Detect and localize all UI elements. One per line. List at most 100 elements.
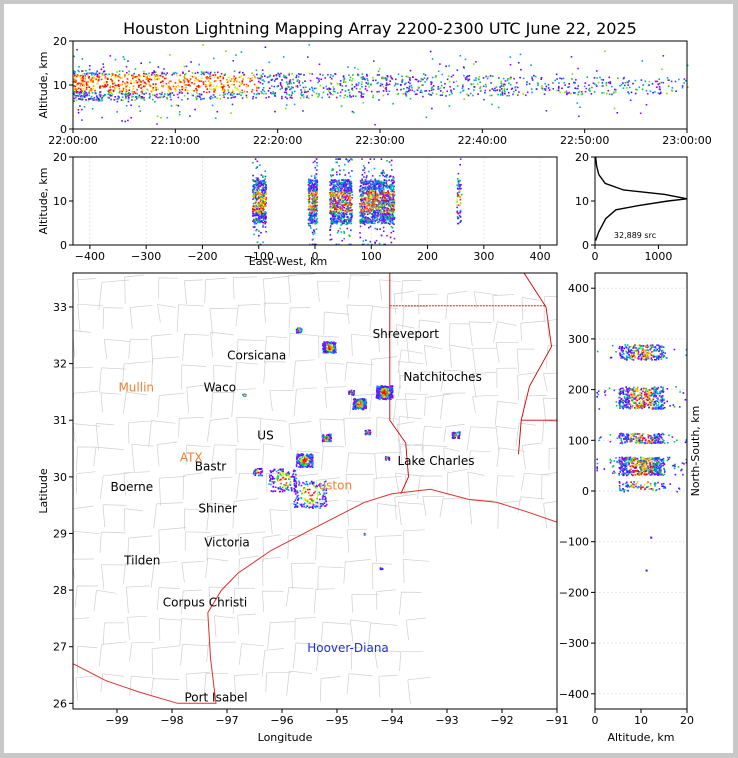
source-point	[392, 230, 395, 233]
source-point	[378, 74, 380, 76]
source-point	[382, 169, 384, 172]
source-point	[388, 392, 391, 395]
source-point	[148, 78, 151, 81]
source-point	[450, 91, 453, 93]
county-line	[372, 562, 392, 590]
source-point	[360, 221, 363, 223]
source-point	[262, 200, 264, 202]
source-point	[384, 197, 386, 199]
source-point	[332, 179, 334, 182]
source-point	[357, 84, 360, 86]
county-line	[214, 615, 236, 638]
source-point	[263, 208, 265, 211]
source-point	[362, 190, 365, 192]
time-altitude-panel: 22:00:00 22:10:00 22:20:00 22:30:00 22:40:00…	[37, 35, 712, 147]
source-point	[95, 72, 98, 74]
source-point	[135, 91, 138, 94]
source-point	[105, 73, 108, 75]
source-point	[311, 218, 314, 220]
source-point	[147, 74, 149, 76]
source-point	[374, 187, 376, 189]
source-point	[264, 220, 266, 223]
source-point	[654, 80, 657, 83]
parish-line	[543, 296, 557, 323]
source-point	[94, 92, 97, 94]
source-point	[367, 79, 369, 82]
source-point	[104, 77, 107, 79]
source-point	[309, 216, 311, 218]
source-point	[256, 85, 258, 88]
source-point	[331, 190, 334, 193]
source-point	[350, 222, 353, 225]
source-point	[483, 98, 485, 101]
source-point	[316, 164, 319, 167]
county-line	[73, 505, 94, 510]
source-point	[336, 173, 338, 176]
source-point	[97, 97, 100, 100]
source-point	[80, 80, 83, 82]
source-point	[308, 212, 311, 215]
source-point	[148, 84, 151, 86]
source-point	[346, 211, 348, 213]
source-point	[375, 179, 377, 182]
source-point	[344, 213, 346, 215]
source-point	[384, 198, 387, 201]
source-point	[151, 74, 153, 76]
source-point	[339, 216, 342, 219]
source-point	[580, 91, 583, 93]
county-line	[237, 613, 256, 635]
source-point	[96, 70, 98, 73]
source-point	[80, 90, 83, 92]
source-point	[214, 96, 216, 98]
source-point	[388, 199, 391, 202]
source-point	[609, 82, 612, 85]
source-point	[265, 92, 267, 95]
source-point	[253, 197, 255, 199]
source-point	[140, 87, 142, 89]
source-point	[384, 203, 386, 205]
source-point	[337, 184, 339, 186]
source-point	[252, 97, 254, 100]
source-point	[376, 217, 379, 220]
source-point	[386, 219, 388, 221]
source-point	[262, 216, 264, 218]
source-point	[382, 174, 384, 177]
source-point	[92, 79, 94, 82]
source-point	[315, 220, 317, 222]
county-line	[159, 476, 186, 507]
source-point	[371, 175, 374, 177]
source-point	[379, 181, 381, 184]
source-point	[440, 90, 442, 92]
source-point	[304, 80, 306, 82]
source-point	[261, 76, 263, 78]
source-point	[163, 77, 166, 80]
source-point	[313, 213, 315, 216]
source-point	[314, 193, 317, 196]
source-point	[371, 188, 373, 191]
source-point	[141, 92, 144, 94]
source-point	[498, 77, 500, 79]
source-point	[260, 220, 263, 222]
source-point	[257, 177, 259, 180]
source-point	[362, 169, 364, 171]
county-line	[405, 617, 426, 641]
source-point	[313, 183, 316, 186]
source-point	[390, 206, 392, 209]
parish-line	[543, 372, 557, 392]
source-point	[84, 94, 87, 97]
source-point	[384, 78, 387, 80]
source-point	[365, 176, 368, 179]
source-point	[659, 88, 661, 91]
source-point	[373, 60, 375, 62]
source-point	[75, 90, 78, 93]
source-point	[360, 76, 363, 79]
source-point	[304, 86, 307, 89]
source-point	[299, 330, 301, 332]
source-point	[548, 89, 551, 91]
source-point	[350, 229, 352, 232]
source-point	[338, 215, 340, 218]
source-point	[256, 205, 258, 208]
source-point	[252, 174, 254, 177]
source-point	[334, 343, 336, 345]
source-point	[233, 77, 236, 80]
